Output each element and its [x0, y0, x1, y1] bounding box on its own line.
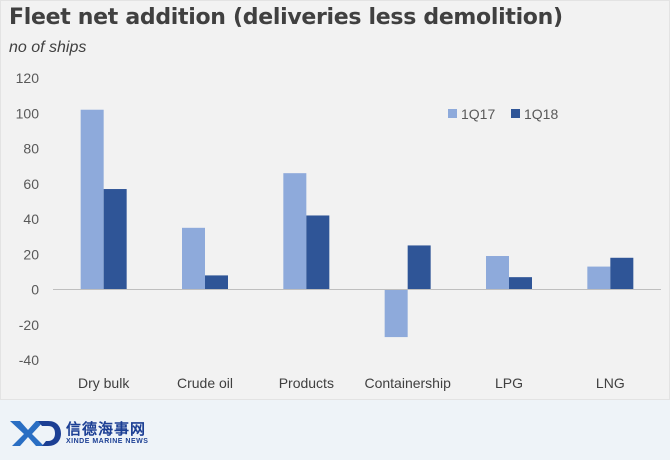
- chart-panel: Fleet net addition (deliveries less demo…: [0, 0, 670, 400]
- legend-label-1q17: 1Q17: [461, 106, 495, 122]
- xinde-logo-icon: [10, 421, 61, 446]
- legend-swatch-1q18: [511, 109, 520, 118]
- bar-1q18-crude-oil: [205, 275, 228, 290]
- bar-1q18-products: [306, 215, 330, 290]
- y-tick-label: 60: [23, 176, 39, 192]
- brand-name-english: XINDE MARINE NEWS: [66, 438, 149, 445]
- bar-1q18-containership: [407, 245, 431, 290]
- x-tick-label: Products: [279, 375, 334, 391]
- y-tick-label: 0: [31, 282, 39, 298]
- bar-1q17-products: [283, 173, 307, 290]
- bar-1q17-dry-bulk: [80, 109, 104, 290]
- x-tick-label: Crude oil: [177, 375, 233, 391]
- y-tick-label: 20: [23, 246, 39, 262]
- y-tick-label: -20: [19, 317, 39, 333]
- chart-title: Fleet net addition (deliveries less demo…: [9, 5, 563, 30]
- footer-bar: 信德海事网 XINDE MARINE NEWS: [0, 400, 670, 460]
- y-tick-label: 40: [23, 211, 39, 227]
- x-tick-label: Dry bulk: [78, 375, 130, 391]
- x-tick-label: LPG: [495, 375, 523, 391]
- x-tick-label: LNG: [596, 375, 625, 391]
- bar-1q17-containership: [384, 289, 408, 338]
- brand-name-chinese: 信德海事网: [66, 420, 147, 438]
- bar-1q17-lng: [587, 266, 611, 290]
- chart-subtitle: no of ships: [9, 39, 87, 56]
- legend-swatch-1q17: [448, 109, 457, 118]
- bar-1q18-lng: [610, 257, 634, 290]
- bar-1q17-crude-oil: [182, 227, 205, 290]
- bar-1q18-dry-bulk: [103, 189, 127, 290]
- bar-1q17-lpg: [486, 256, 509, 290]
- bar-chart: -40 -20 0 20 40 60 80 100 120 Dry bulk Crude oil Pr…: [16, 70, 661, 391]
- y-tick-label: -40: [19, 352, 39, 368]
- y-tick-label: 120: [16, 70, 40, 86]
- bar-1q18-lpg: [509, 277, 532, 290]
- y-tick-label: 80: [23, 141, 39, 157]
- legend-label-1q18: 1Q18: [524, 106, 558, 122]
- y-tick-label: 100: [16, 105, 40, 121]
- x-tick-label: Containership: [364, 375, 451, 391]
